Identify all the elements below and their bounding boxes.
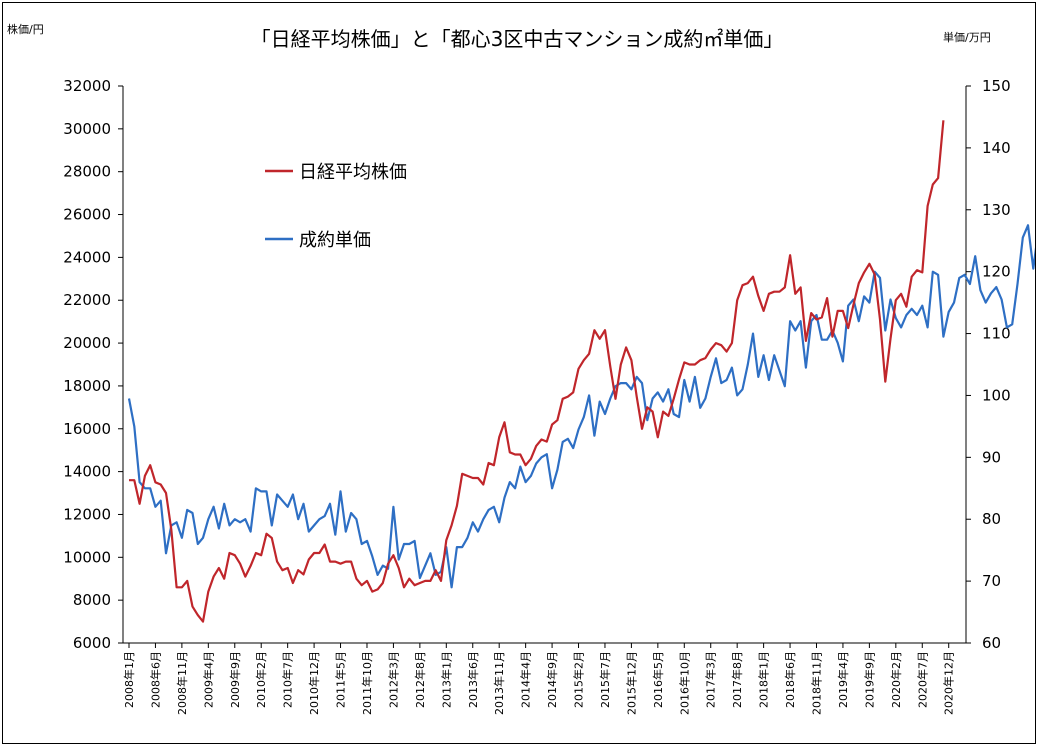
x-tick-label: 2020年12月 (942, 651, 956, 715)
left-tick-label: 8000 (73, 591, 111, 609)
left-tick-label: 6000 (73, 634, 111, 652)
right-tick-label: 140 (982, 139, 1011, 157)
series-line-unit-price (127, 224, 1035, 589)
left-tick-label: 16000 (63, 420, 111, 438)
right-tick-label: 80 (982, 510, 1001, 528)
x-tick-label: 2011年10月 (360, 651, 374, 715)
x-tick-label: 2014年9月 (545, 651, 559, 708)
x-tick-label: 2009年4月 (201, 651, 215, 708)
right-tick-label: 60 (982, 634, 1001, 652)
x-tick-label: 2015年7月 (598, 651, 612, 708)
left-tick-label: 24000 (63, 248, 111, 266)
right-axis-ticks: 60 70 80 90 100 110 120 130 140 150 (966, 77, 1011, 652)
right-tick-label: 120 (982, 263, 1011, 281)
right-tick-label: 90 (982, 448, 1001, 466)
right-tick-label: 130 (982, 201, 1011, 219)
x-tick-label: 2008年1月 (122, 651, 136, 708)
right-tick-label: 150 (982, 77, 1011, 95)
left-tick-label: 26000 (63, 206, 111, 224)
x-tick-label: 2010年7月 (281, 651, 295, 708)
x-tick-label: 2011年5月 (334, 651, 348, 708)
left-tick-label: 12000 (63, 505, 111, 523)
x-tick-label: 2019年9月 (862, 651, 876, 708)
x-tick-label: 2015年2月 (572, 651, 586, 708)
x-tick-label: 2018年1月 (757, 651, 771, 708)
left-tick-label: 10000 (63, 548, 111, 566)
chart-title: 「日経平均株価」と「都心3区中古マンション成約㎡単価」 (251, 27, 784, 51)
x-tick-label: 2013年1月 (439, 651, 453, 708)
x-tick-label: 2012年8月 (413, 651, 427, 708)
left-axis-unit: 株価/円 (7, 22, 44, 36)
x-tick-label: 2016年5月 (651, 651, 665, 708)
left-tick-label: 20000 (63, 334, 111, 352)
left-tick-label: 28000 (63, 163, 111, 181)
legend-label-nikkei: 日経平均株価 (299, 162, 407, 183)
series-line-nikkei (129, 120, 945, 623)
x-tick-label: 2018年11月 (810, 651, 824, 715)
x-tick-label: 2017年3月 (704, 651, 718, 708)
x-tick-label: 2008年11月 (175, 651, 189, 715)
x-tick-label: 2018年6月 (783, 651, 797, 708)
left-tick-label: 22000 (63, 291, 111, 309)
x-tick-label: 2017年8月 (730, 651, 744, 708)
left-tick-label: 30000 (63, 120, 111, 138)
x-tick-label: 2008年6月 (148, 651, 162, 708)
right-tick-label: 100 (982, 386, 1011, 404)
legend: 日経平均株価 成約単価 (265, 162, 407, 251)
right-tick-label: 110 (982, 325, 1011, 343)
x-tick-label: 2012年3月 (386, 651, 400, 708)
axes (122, 86, 967, 644)
x-tick-label: 2015年12月 (624, 651, 638, 715)
x-tick-label: 2020年7月 (915, 651, 929, 708)
x-tick-label: 2013年6月 (466, 651, 480, 708)
left-tick-label: 32000 (63, 77, 111, 95)
right-axis-unit: 単価/万円 (943, 30, 991, 44)
left-tick-label: 18000 (63, 377, 111, 395)
legend-label-unit-price: 成約単価 (299, 230, 371, 251)
x-tick-label: 2014年4月 (519, 651, 533, 708)
left-tick-label: 14000 (63, 463, 111, 481)
x-tick-label: 2010年12月 (307, 651, 321, 715)
x-tick-label: 2009年9月 (228, 651, 242, 708)
x-tick-label: 2013年11月 (492, 651, 506, 715)
x-tick-label: 2010年2月 (254, 651, 268, 708)
x-tick-label: 2020年2月 (889, 651, 903, 708)
x-tick-label: 2019年4月 (836, 651, 850, 708)
left-axis-ticks: 6000 8000 10000 12000 14000 16000 18000 20000 22… (63, 77, 123, 652)
x-tick-label: 2016年10月 (677, 651, 691, 715)
right-tick-label: 70 (982, 572, 1001, 590)
chart-svg: 「日経平均株価」と「都心3区中古マンション成約㎡単価」 株価/円 単価/万円 6… (7, 22, 1035, 715)
x-axis-ticks: 2008年1月 2008年6月 2008年11月 2009年4月 2009年9月 2010… (122, 643, 956, 715)
series-layer (127, 120, 1035, 623)
